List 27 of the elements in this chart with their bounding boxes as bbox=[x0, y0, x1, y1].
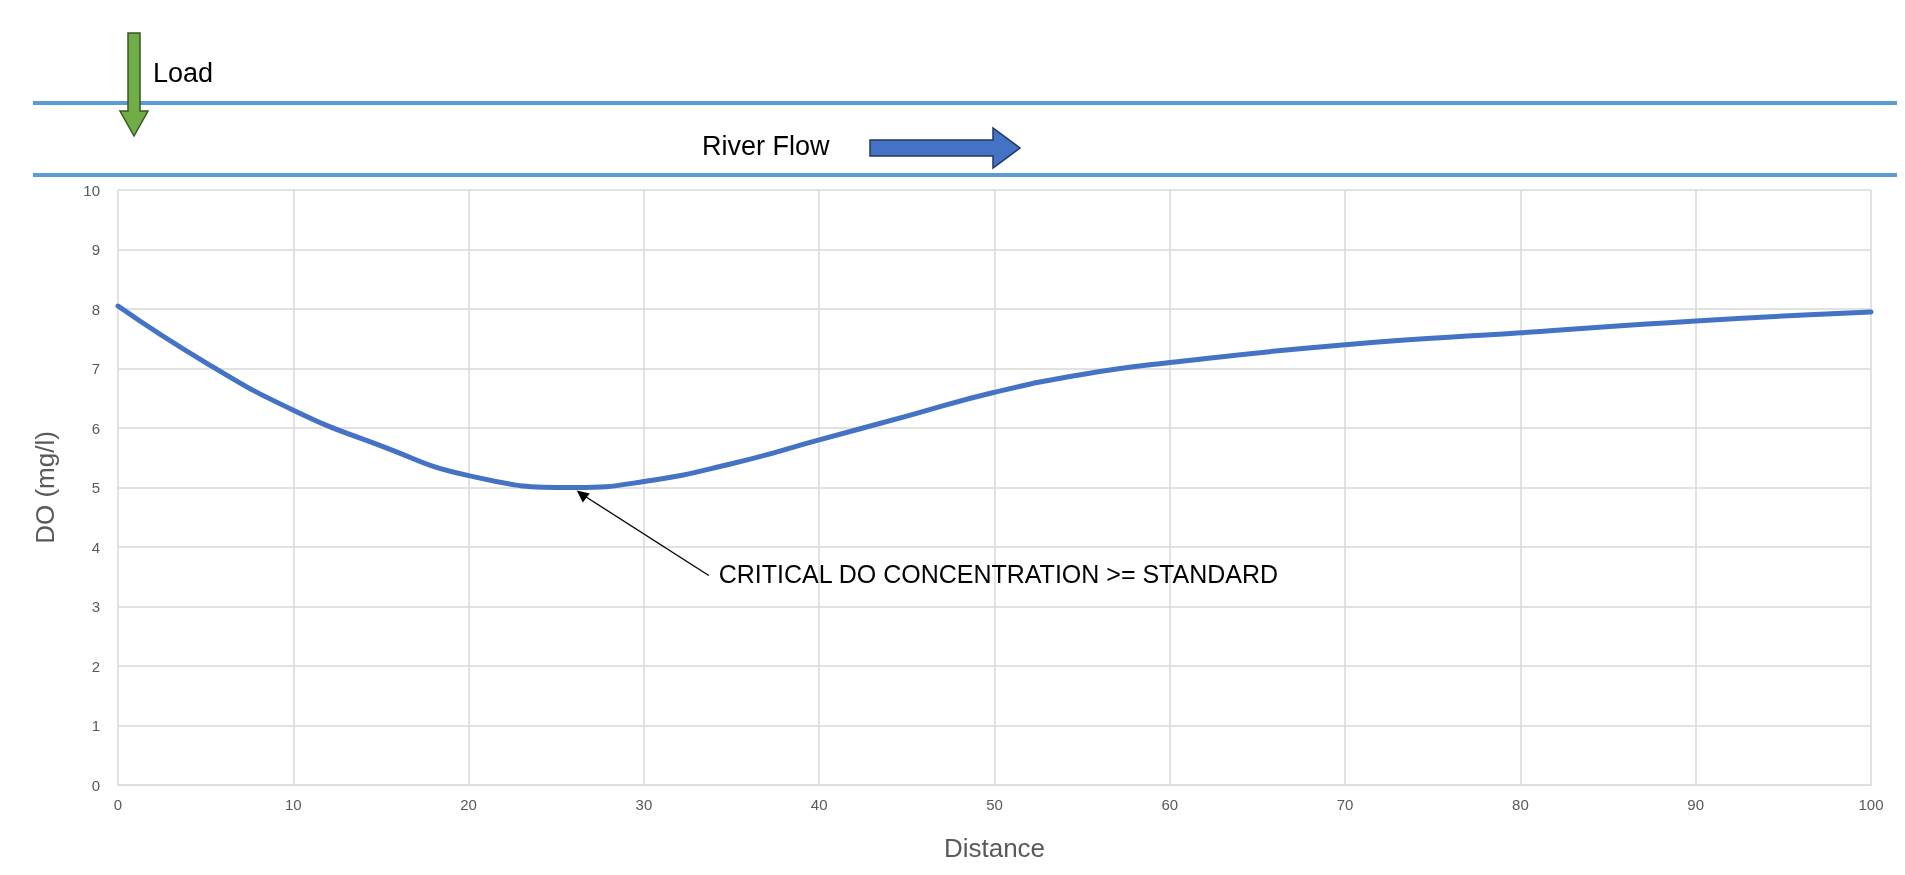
x-tick-label: 10 bbox=[284, 796, 302, 813]
x-tick-label: 60 bbox=[1161, 796, 1179, 813]
x-tick-label: 90 bbox=[1687, 796, 1705, 813]
x-tick-label: 100 bbox=[1858, 796, 1884, 813]
x-tick-label: 70 bbox=[1336, 796, 1354, 813]
y-tick-label: 5 bbox=[91, 479, 100, 496]
text: Load bbox=[153, 58, 214, 89]
x-tick-label: 20 bbox=[460, 796, 477, 813]
annotation: CRITICAL DO CONCENTRATION >= STANDARD bbox=[718, 559, 1279, 589]
y-tick-label: 8 bbox=[91, 300, 100, 318]
y-tick-label: 0 bbox=[91, 776, 100, 794]
x-tick-label: 40 bbox=[810, 796, 828, 813]
y-axis-title: DO (mg/l) bbox=[30, 431, 60, 544]
y-tick-label: 2 bbox=[91, 657, 100, 675]
y-tick-label: 1 bbox=[91, 717, 100, 734]
y-tick-label: 4 bbox=[91, 538, 100, 556]
y-tick-label: 10 bbox=[83, 181, 100, 199]
x-tick-label: 0 bbox=[113, 796, 123, 813]
x-tick-label: 30 bbox=[635, 796, 653, 813]
x-tick-label: 50 bbox=[986, 796, 1003, 813]
x-axis-title: Distance bbox=[943, 833, 1046, 863]
y-tick-label: 9 bbox=[91, 241, 100, 258]
y-tick-label: 3 bbox=[91, 598, 100, 615]
x-tick-label: 80 bbox=[1512, 796, 1529, 813]
y-tick-label: 7 bbox=[91, 360, 100, 377]
y-tick-label: 6 bbox=[91, 419, 100, 437]
text: River Flow bbox=[702, 131, 830, 162]
